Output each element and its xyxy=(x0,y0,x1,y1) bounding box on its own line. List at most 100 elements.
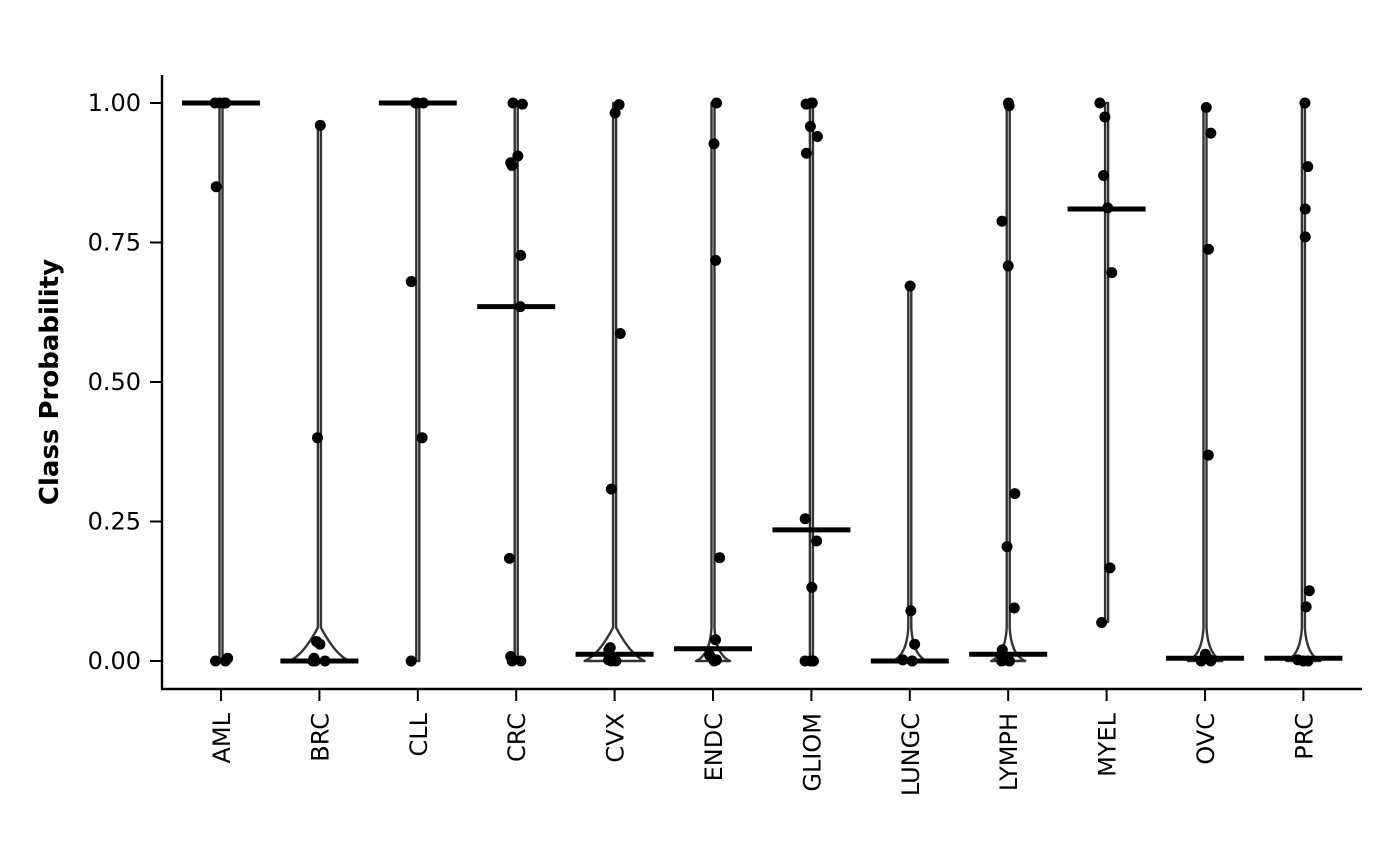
data-point xyxy=(996,215,1008,227)
y-tick-label: 0.75 xyxy=(88,229,141,257)
median-lines xyxy=(182,100,1343,664)
data-point xyxy=(309,655,321,667)
violin-shape xyxy=(694,101,732,663)
violin-shape xyxy=(808,101,815,663)
data-point xyxy=(409,97,421,109)
data-point xyxy=(220,97,232,109)
x-tick-label: LYMPH xyxy=(995,713,1023,791)
data-point xyxy=(1106,267,1118,279)
data-point xyxy=(1003,100,1015,112)
violin-shape xyxy=(288,124,351,663)
data-point xyxy=(1098,170,1110,182)
data-point xyxy=(609,107,621,119)
violin-shape xyxy=(513,101,519,663)
data-point xyxy=(1299,97,1311,109)
y-tick-label: 0.00 xyxy=(88,647,141,675)
axes xyxy=(160,75,1362,691)
data-point xyxy=(1202,243,1214,255)
data-point xyxy=(1099,111,1111,123)
data-point xyxy=(904,280,916,292)
data-point xyxy=(1094,97,1106,109)
data-point xyxy=(1009,488,1021,500)
data-point xyxy=(711,97,723,109)
data-point xyxy=(506,159,518,171)
x-tick-label: AML xyxy=(208,712,236,763)
data-point xyxy=(1299,231,1311,243)
data-point xyxy=(710,634,722,646)
y-tick-label: 0.25 xyxy=(88,508,141,536)
data-point xyxy=(417,97,429,109)
x-tick-label: OVC xyxy=(1192,713,1220,765)
data-point xyxy=(1102,202,1114,214)
data-point xyxy=(909,638,921,650)
data-point xyxy=(800,98,812,110)
data-point xyxy=(210,655,222,667)
data-point xyxy=(605,655,617,667)
y-tick-label: 1.00 xyxy=(88,89,141,117)
violin-shape xyxy=(891,285,928,663)
data-point xyxy=(614,327,626,339)
data-point xyxy=(905,605,917,617)
data-point xyxy=(210,181,222,193)
data-point xyxy=(811,535,823,547)
data-point xyxy=(1104,562,1116,574)
data-point xyxy=(613,99,625,111)
data-point xyxy=(799,655,811,667)
x-tick-label: LUNGC xyxy=(897,713,925,796)
data-point xyxy=(605,483,617,495)
x-tick-label: CRC xyxy=(503,713,531,762)
data-point xyxy=(1302,655,1314,667)
x-tick-label: CLL xyxy=(405,712,433,756)
data-point xyxy=(714,552,726,564)
data-point xyxy=(906,655,918,667)
data-point xyxy=(512,150,524,162)
data-point xyxy=(800,147,812,159)
violin-shape xyxy=(1285,101,1322,663)
data-point xyxy=(1008,602,1020,614)
violins xyxy=(218,101,1322,663)
data-point xyxy=(515,655,527,667)
x-tick-label: PRC xyxy=(1290,713,1318,760)
data-point xyxy=(1202,449,1214,461)
data-point xyxy=(1002,260,1014,272)
data-point xyxy=(708,138,720,150)
data-point xyxy=(603,644,615,656)
data-point xyxy=(1299,203,1311,215)
data-point xyxy=(811,130,823,142)
data-point xyxy=(996,644,1008,656)
data-point xyxy=(1303,585,1315,597)
violin-shape xyxy=(1186,107,1224,663)
data-point xyxy=(1205,655,1217,667)
x-tick-label: MYEL xyxy=(1094,712,1122,777)
violin-shape xyxy=(415,101,421,663)
x-tick-label: BRC xyxy=(306,713,334,762)
data-point xyxy=(1205,127,1217,139)
data-point xyxy=(804,120,816,132)
violin-shape xyxy=(583,101,646,663)
data-point xyxy=(314,119,326,131)
data-point xyxy=(799,513,811,525)
data-point xyxy=(319,655,331,667)
data-point xyxy=(405,276,417,288)
x-tick-label: CVX xyxy=(602,713,630,763)
data-point xyxy=(506,655,518,667)
data-points xyxy=(209,97,1315,667)
data-point xyxy=(515,249,527,261)
x-tick-label: ENDC xyxy=(700,713,728,781)
data-point xyxy=(1200,101,1212,113)
data-point xyxy=(311,432,323,444)
violin-shape xyxy=(990,101,1027,663)
data-point xyxy=(1096,616,1108,628)
data-point xyxy=(1003,655,1015,667)
data-point xyxy=(516,98,528,110)
data-point xyxy=(405,655,417,667)
data-point xyxy=(314,638,326,650)
data-point xyxy=(996,655,1008,667)
data-point xyxy=(708,655,720,667)
data-point xyxy=(807,655,819,667)
data-point xyxy=(710,254,722,266)
data-point xyxy=(1195,655,1207,667)
y-ticks: 0.00 0.25 0.50 0.75 1.00 xyxy=(88,89,162,675)
y-tick-label: 0.50 xyxy=(88,368,141,396)
x-tick-label: GLIOM xyxy=(798,713,826,792)
